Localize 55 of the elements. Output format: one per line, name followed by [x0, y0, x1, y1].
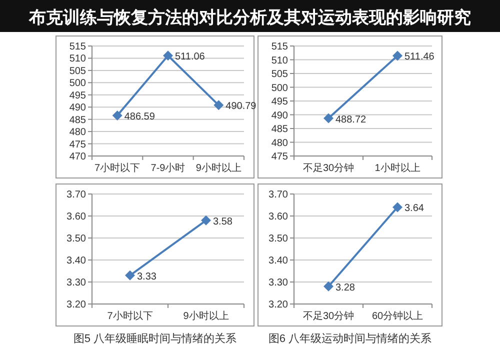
y-tick-label: 485 [69, 114, 86, 126]
y-tick-label: 510 [69, 54, 86, 65]
data-label: 3.64 [404, 203, 424, 214]
x-tick-label: 不足30分钟 [302, 310, 354, 322]
x-tick-label: 1小时以上 [374, 162, 420, 174]
y-tick-label: 475 [69, 139, 86, 150]
caption: 图5 八年级睡眠时间与情绪的关系 [73, 332, 237, 345]
y-tick-label: 3.40 [268, 256, 288, 266]
data-label: 486.59 [124, 111, 156, 122]
data-label: 488.72 [336, 114, 367, 126]
x-tick-label: 7-9小时 [150, 162, 186, 174]
x-tick-label: 7小时以下 [107, 310, 153, 322]
x-tick-label: 9小时以上 [183, 310, 229, 322]
y-tick-label: 495 [271, 96, 288, 108]
point [214, 100, 224, 110]
y-tick-label: 485 [271, 124, 288, 135]
y-tick-label: 500 [271, 82, 288, 94]
data-label: 511.06 [175, 52, 206, 63]
y-tick-label: 3.20 [268, 300, 288, 310]
x-tick-label: 9小时以上 [196, 162, 242, 174]
y-tick-label: 505 [271, 69, 288, 80]
y-tick-label: 3.20 [66, 300, 86, 310]
y-tick-label: 3.40 [66, 256, 86, 266]
y-tick-label: 3.50 [66, 234, 86, 244]
y-tick-label: 515 [69, 42, 86, 52]
data-label: 511.46 [404, 52, 435, 63]
x-tick-label: 7小时以下 [94, 162, 140, 174]
point [112, 110, 122, 120]
y-tick-label: 480 [271, 138, 288, 149]
data-label: 3.33 [137, 271, 157, 282]
y-tick-label: 505 [69, 66, 86, 77]
y-tick-label: 3.60 [66, 212, 86, 222]
y-tick-label: 510 [271, 55, 288, 66]
y-tick-label: 490 [69, 102, 86, 114]
y-tick-label: 3.70 [66, 190, 86, 200]
y-tick-label: 475 [271, 152, 288, 162]
data-label: 3.58 [213, 216, 233, 228]
data-label: 490.79 [226, 101, 257, 112]
point [163, 50, 173, 61]
y-tick-label: 3.50 [268, 234, 288, 244]
y-tick-label: 480 [69, 127, 86, 138]
y-tick-label: 3.70 [268, 190, 288, 200]
y-tick-label: 3.60 [268, 212, 288, 222]
x-tick-label: 60分钟以上 [372, 310, 424, 322]
y-tick-label: 495 [69, 90, 86, 102]
y-tick-label: 3.30 [268, 278, 288, 288]
y-tick-label: 500 [69, 78, 86, 90]
text: 布克训练与恢复方法的对比分析及其对运动表现的影响研究 [28, 8, 471, 27]
y-tick-label: 3.30 [66, 278, 86, 288]
y-tick-label: 490 [271, 110, 288, 122]
y-tick-label: 470 [69, 152, 86, 162]
y-tick-label: 515 [271, 42, 288, 52]
data-label: 3.28 [336, 282, 356, 294]
caption: 图6 八年级运动时间与情绪的关系 [268, 332, 432, 345]
x-tick-label: 不足30分钟 [302, 162, 354, 174]
